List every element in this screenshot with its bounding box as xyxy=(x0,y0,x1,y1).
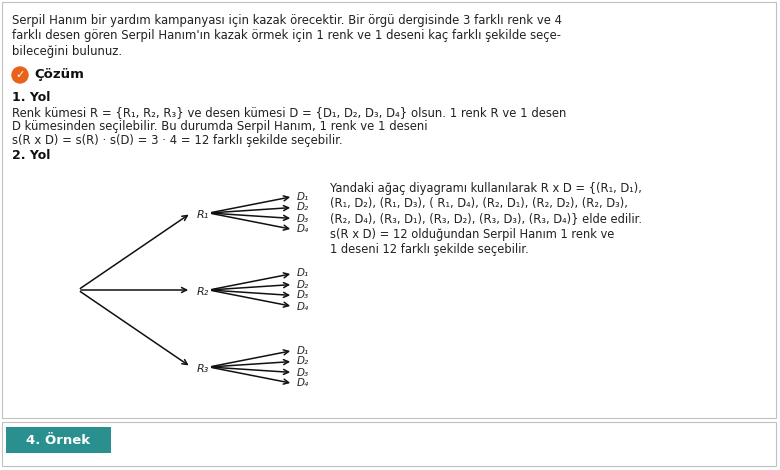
Text: D kümesinden seçilebilir. Bu durumda Serpil Hanım, 1 renk ve 1 deseni: D kümesinden seçilebilir. Bu durumda Ser… xyxy=(12,120,427,133)
Text: R₂: R₂ xyxy=(197,287,209,297)
Text: 1. Yol: 1. Yol xyxy=(12,91,51,104)
Text: bileceğini bulunuz.: bileceğini bulunuz. xyxy=(12,45,122,58)
Text: (R₁, D₂), (R₁, D₃), ( R₁, D₄), (R₂, D₁), (R₂, D₂), (R₂, D₃),: (R₁, D₂), (R₁, D₃), ( R₁, D₄), (R₂, D₁),… xyxy=(330,197,628,210)
Text: D₃: D₃ xyxy=(297,213,309,224)
Text: s(R x D) = s(R) · s(D) = 3 · 4 = 12 farklı şekilde seçebilir.: s(R x D) = s(R) · s(D) = 3 · 4 = 12 fark… xyxy=(12,134,342,147)
Text: D₁: D₁ xyxy=(297,191,309,202)
Text: D₃: D₃ xyxy=(297,290,309,300)
Text: D₂: D₂ xyxy=(297,357,309,367)
Text: 2. Yol: 2. Yol xyxy=(12,149,51,162)
Text: D₃: D₃ xyxy=(297,368,309,377)
Text: D₄: D₄ xyxy=(297,225,309,235)
Text: D₁: D₁ xyxy=(297,345,309,355)
Text: D₁: D₁ xyxy=(297,268,309,279)
Text: D₂: D₂ xyxy=(297,203,309,212)
Text: 1 deseni 12 farklı şekilde seçebilir.: 1 deseni 12 farklı şekilde seçebilir. xyxy=(330,243,529,256)
Text: Serpil Hanım bir yardım kampanyası için kazak örecektir. Bir örgü dergisinde 3 f: Serpil Hanım bir yardım kampanyası için … xyxy=(12,14,562,27)
Text: (R₂, D₄), (R₃, D₁), (R₃, D₂), (R₃, D₃), (R₃, D₄)} elde edilir.: (R₂, D₄), (R₃, D₁), (R₃, D₂), (R₃, D₃), … xyxy=(330,212,642,225)
FancyBboxPatch shape xyxy=(2,2,776,418)
Text: D₄: D₄ xyxy=(297,301,309,312)
Text: ✓: ✓ xyxy=(16,70,25,80)
Text: s(R x D) = 12 olduğundan Serpil Hanım 1 renk ve: s(R x D) = 12 olduğundan Serpil Hanım 1 … xyxy=(330,228,615,241)
Text: R₃: R₃ xyxy=(197,364,209,374)
Text: Çözüm: Çözüm xyxy=(34,68,84,81)
Text: farklı desen gören Serpil Hanım'ın kazak örmek için 1 renk ve 1 deseni kaç farkl: farklı desen gören Serpil Hanım'ın kazak… xyxy=(12,30,561,42)
Text: Renk kümesi R = {R₁, R₂, R₃} ve desen kümesi D = {D₁, D₂, D₃, D₄} olsun. 1 renk : Renk kümesi R = {R₁, R₂, R₃} ve desen kü… xyxy=(12,106,566,119)
Text: D₄: D₄ xyxy=(297,378,309,389)
Text: R₁: R₁ xyxy=(197,210,209,220)
FancyBboxPatch shape xyxy=(6,427,111,453)
Text: 4. Örnek: 4. Örnek xyxy=(26,433,90,446)
Text: Yandaki ağaç diyagramı kullanılarak R x D = {(R₁, D₁),: Yandaki ağaç diyagramı kullanılarak R x … xyxy=(330,182,642,195)
Text: D₂: D₂ xyxy=(297,280,309,290)
Circle shape xyxy=(12,67,28,83)
FancyBboxPatch shape xyxy=(2,422,776,466)
